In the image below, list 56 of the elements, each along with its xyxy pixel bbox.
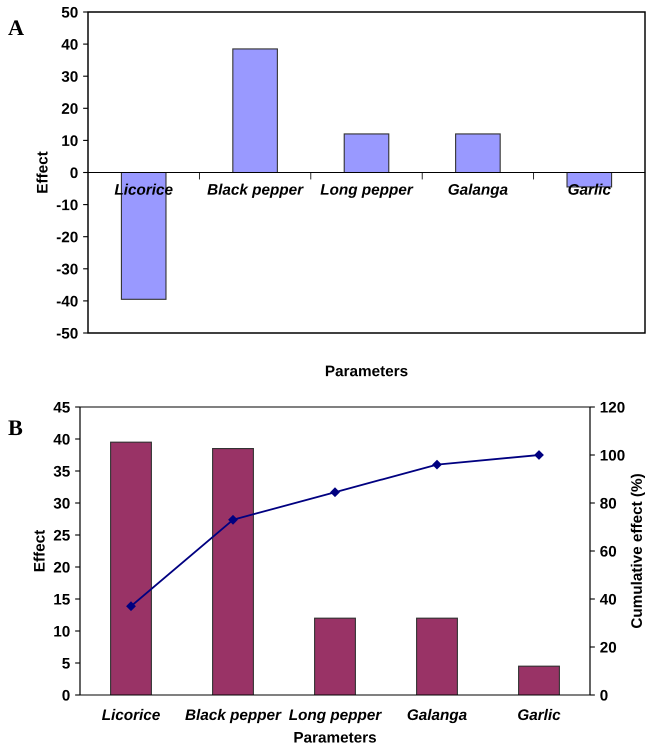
y-tick-label: 25: [54, 530, 70, 541]
y2-tick-label: 120: [600, 402, 625, 413]
y-tick-label: 30: [62, 71, 78, 82]
x-tick-label: Galanga: [448, 184, 508, 198]
y-tick-label: 10: [54, 626, 70, 637]
y-axis-title: Effect: [33, 530, 45, 572]
x-tick-label: Black pepper: [207, 184, 304, 198]
point: [534, 450, 544, 460]
y-tick-label: 40: [54, 434, 70, 445]
y2-tick-label: 60: [600, 546, 616, 557]
y-tick-label: 0: [70, 167, 78, 178]
y-tick-label: 35: [54, 466, 70, 477]
point: [432, 460, 442, 470]
point: [126, 602, 136, 611]
y-tick-label: -30: [56, 264, 78, 275]
x-tick-label: Long pepper: [289, 709, 382, 724]
text: B: [8, 420, 22, 436]
y-tick-label: -50: [56, 328, 78, 339]
bar: [110, 442, 152, 695]
y2-tick-label: 20: [600, 642, 616, 653]
point: [228, 515, 238, 524]
y2-tick-label: 80: [600, 498, 616, 509]
x-tick-label: Long pepper: [320, 184, 414, 198]
y2-axis-title: Cumulative effect (%): [630, 474, 646, 628]
y2-tick-label: 100: [600, 450, 625, 461]
y2-tick-label: 40: [600, 594, 616, 605]
y-tick-label: -10: [56, 199, 78, 210]
y-tick-label: 5: [62, 658, 70, 669]
bar: [416, 618, 458, 695]
x-tick-label: Garlic: [518, 708, 560, 720]
bar: [314, 618, 356, 695]
y-tick-label: 20: [62, 103, 78, 114]
bar: [212, 448, 254, 695]
y-tick-label: 40: [62, 38, 78, 50]
y-tick-label: -20: [56, 232, 78, 242]
y-tick-label: 15: [54, 594, 70, 605]
y-tick-label: 10: [62, 135, 78, 146]
bar: [232, 48, 278, 174]
x-axis-title: Parameters: [326, 366, 408, 376]
y-axis-title: Effect: [36, 151, 48, 193]
x-tick-label: Licorice: [102, 708, 160, 720]
point: [330, 488, 340, 497]
text: A: [8, 20, 24, 35]
bar: [455, 133, 501, 174]
y-tick-label: 50: [62, 6, 78, 18]
y-tick-label: 45: [54, 402, 70, 413]
y-tick-label: -40: [56, 296, 78, 307]
bar: [518, 666, 560, 695]
y-tick-label: 30: [54, 498, 70, 509]
x-tick-label: Black pepper: [185, 708, 282, 724]
y-tick-label: 0: [62, 690, 70, 701]
y-tick-label: 20: [54, 562, 70, 573]
x-axis-title: Parameters: [294, 732, 376, 743]
bar: [344, 133, 390, 174]
y2-tick-label: 0: [600, 690, 608, 701]
x-tick-label: Galanga: [408, 708, 467, 724]
